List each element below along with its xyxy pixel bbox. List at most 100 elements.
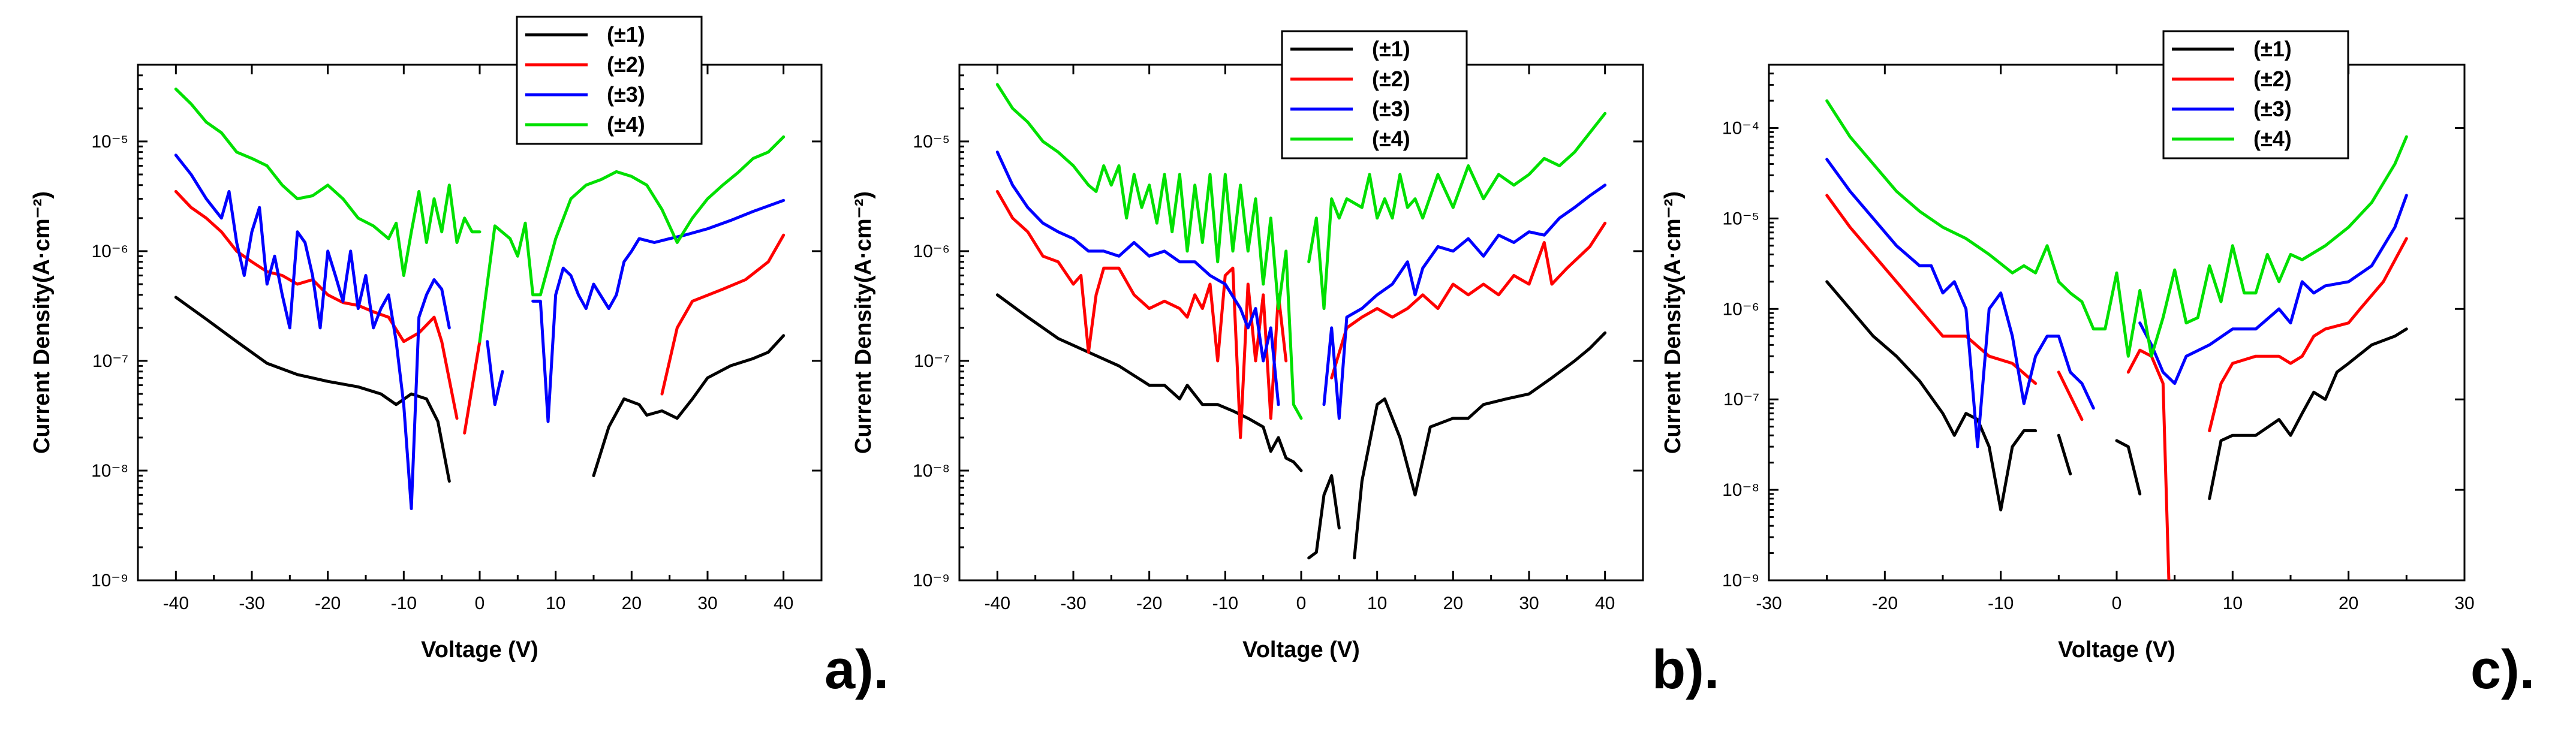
series-3-segment (2138, 194, 2408, 385)
y-axis-label: Current Density(A·cm⁻²) (29, 191, 55, 454)
x-tick-label: -10 (1212, 594, 1238, 613)
series-4-line (1825, 99, 2408, 358)
y-tick-label: 10⁻⁵ (1722, 209, 1759, 228)
x-tick-label: -10 (391, 594, 417, 613)
legend-entry: (±2) (2253, 67, 2292, 91)
series-1-line (174, 296, 786, 483)
chart-panel-2: -40 -30 -20 -10 0 10 20 30 40 10⁻⁹ 10⁻⁸ 10⁻⁷ 10⁻⁶ 10⁻… (851, 30, 1719, 700)
y-tick-label: 10⁻⁴ (1722, 118, 1759, 138)
chart-panel-3: -30 -20 -10 0 10 20 30 10⁻⁹ 10⁻⁸ 10⁻⁷ 10⁻⁶ 10⁻⁵ 10⁻⁴… (1660, 30, 2535, 700)
y-tick-label: 10⁻⁸ (1722, 480, 1759, 500)
x-tick-label: -40 (163, 594, 189, 613)
series-1-segment (995, 293, 1303, 472)
plot-frame (137, 64, 823, 582)
panel-label: b). (1652, 639, 1719, 700)
legend-box (516, 16, 703, 145)
y-tick-label: 10⁻⁵ (913, 132, 950, 152)
series-2-segment (463, 340, 482, 435)
series-2-segment (174, 189, 459, 420)
series-3-line (174, 153, 786, 510)
series-1-segment (1353, 331, 1607, 560)
legend-entry: (±3) (1372, 97, 1410, 121)
x-tick-label: 10 (546, 594, 565, 613)
chart-panel-1: -40 -30 -20 -10 0 10 20 30 40 10⁻⁹ 10⁻⁸ 10⁻⁷ 10⁻⁶ 10⁻… (29, 16, 889, 700)
x-tick-label: 40 (774, 594, 793, 613)
y-tick-label: 10⁻⁹ (913, 571, 950, 591)
series-1-segment (174, 296, 451, 483)
x-tick-label: 0 (1296, 594, 1307, 613)
series-4-segment (1307, 112, 1607, 311)
x-axis-label: Voltage (V) (1242, 637, 1360, 662)
legend-entry: (±1) (2253, 37, 2292, 61)
series-2-line (174, 189, 786, 435)
y-tick-label: 10⁻⁶ (913, 242, 950, 261)
x-tick-label: 10 (1367, 594, 1387, 613)
legend-entry: (±1) (607, 22, 645, 47)
x-tick-label: -10 (1988, 594, 2014, 613)
series-4-segment (478, 135, 786, 344)
y-tick-label: 10⁻⁹ (91, 571, 128, 591)
x-tick-label: 10 (2223, 594, 2243, 613)
x-tick-label: -20 (1136, 594, 1162, 613)
legend-box (2162, 30, 2349, 159)
x-tick-label: 40 (1595, 594, 1615, 613)
series-4-segment (174, 88, 482, 277)
series-1-segment (2057, 433, 2072, 475)
series-1-segment (1307, 474, 1341, 560)
x-tick-label: -30 (239, 594, 264, 613)
x-axis-label: Voltage (V) (421, 637, 538, 662)
legend-entry: (±2) (607, 52, 645, 77)
series-4-line (995, 83, 1607, 420)
series-2-line (995, 189, 1607, 439)
legend-entry: (±2) (1372, 67, 1410, 91)
y-axis-label: Current Density(A·cm⁻²) (851, 191, 876, 454)
series-2-segment (1825, 194, 2038, 385)
series-4-line (174, 88, 786, 344)
y-axis-label: Current Density(A·cm⁻²) (1660, 191, 1686, 454)
y-tick-label: 10⁻⁸ (913, 461, 950, 481)
x-tick-label: 0 (475, 594, 485, 613)
series-3-line (995, 150, 1607, 420)
plot-frame (1768, 64, 2466, 582)
x-tick-label: -20 (1872, 594, 1898, 613)
series-2-segment (1330, 221, 1607, 379)
y-tick-label: 10⁻⁶ (91, 242, 128, 261)
series-3-segment (995, 150, 1280, 406)
series-1-segment (2115, 439, 2142, 496)
legend: (±1) (±2) (±3) (±4) (1281, 30, 1468, 159)
x-tick-label: -20 (315, 594, 341, 613)
legend-box (1281, 30, 1468, 159)
x-tick-label: 20 (2339, 594, 2358, 613)
series-1-line (1825, 280, 2408, 512)
legend: (±1) (±2) (±3) (±4) (516, 16, 703, 145)
x-tick-label: 30 (2454, 594, 2474, 613)
series-1-segment (592, 334, 786, 477)
y-tick-label: 10⁻⁷ (1723, 390, 1759, 409)
series-3-segment (1825, 158, 2095, 448)
legend-entry: (±1) (1372, 37, 1410, 61)
panel-label: c). (2470, 639, 2535, 700)
series-3-segment (1322, 183, 1607, 420)
legend: (±1) (±2) (±3) (±4) (2162, 30, 2349, 159)
series-4-segment (1825, 99, 2408, 358)
series-3-segment (486, 340, 504, 406)
legend-entry: (±4) (2253, 126, 2292, 151)
series-1-segment (2208, 327, 2408, 501)
legend-entry: (±4) (607, 112, 645, 137)
y-tick-label: 10⁻⁶ (1722, 299, 1759, 319)
x-tick-label: 30 (697, 594, 717, 613)
panel-label: a). (824, 639, 889, 700)
x-tick-label: -30 (1060, 594, 1086, 613)
x-tick-label: 20 (1443, 594, 1463, 613)
y-tick-label: 10⁻⁷ (92, 351, 128, 371)
series-2-line (1825, 194, 2408, 580)
series-2-segment (2057, 370, 2084, 421)
x-tick-label: 30 (1519, 594, 1539, 613)
x-axis-label: Voltage (V) (2058, 637, 2175, 662)
series-1-line (995, 293, 1607, 560)
legend-entry: (±4) (1372, 126, 1410, 151)
y-tick-label: 10⁻⁵ (91, 132, 128, 152)
series-3-segment (174, 153, 451, 510)
x-tick-label: 0 (2112, 594, 2122, 613)
